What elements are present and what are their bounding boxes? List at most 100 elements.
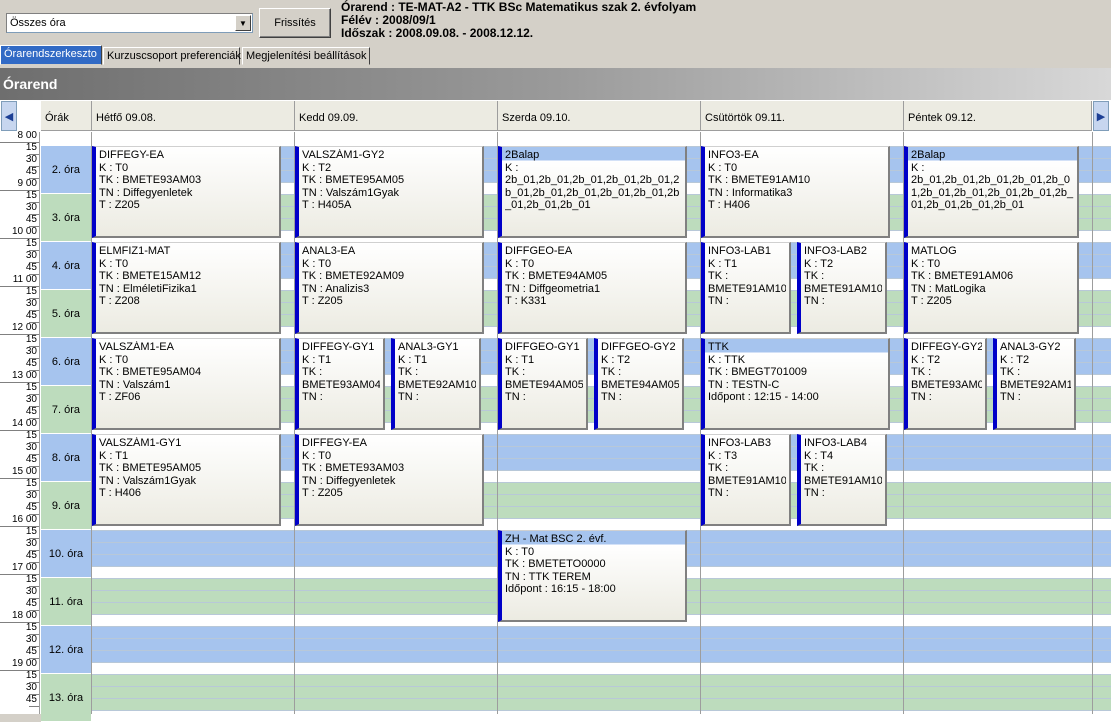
- time-tick-line: [29, 406, 39, 407]
- course-card[interactable]: INFO3-LAB4 K : T4 TK : BMETE91AM10 TN :: [797, 434, 887, 526]
- time-tick: 15: [25, 622, 37, 633]
- course-card[interactable]: DIFFEGY-EA K : T0 TK : BMETE93AM03 TN : Dif…: [92, 146, 281, 238]
- course-card[interactable]: ANAL3-EA K : T0 TK : BMETE92AM09 TN : Anali…: [295, 242, 484, 334]
- time-tick: 10 00: [11, 226, 37, 237]
- course-card[interactable]: MATLOG K : T0 TK : BMETE91AM06 TN : MatLogi…: [904, 242, 1079, 334]
- slot-divider: [91, 638, 1111, 639]
- course-card[interactable]: INFO3-EA K : T0 TK : BMETE91AM10 TN : Infor…: [701, 146, 890, 238]
- timetable-info: Órarend : TE-MAT-A2 - TTK BSc Matematiku…: [341, 1, 696, 40]
- tab-display-settings[interactable]: Megjelenítési beállítások: [242, 47, 370, 65]
- course-detail: T : Z208: [99, 295, 140, 307]
- course-code: DIFFGEO-EA: [505, 245, 573, 257]
- slot-divider: [91, 662, 1111, 663]
- course-detail: K : T2: [911, 353, 941, 366]
- course-detail: BMETE93AM04: [302, 378, 380, 391]
- course-card[interactable]: TTK K : TTK TK : BMEGT701009 TN : TESTN-C Id…: [701, 338, 890, 430]
- schedule-slot[interactable]: [91, 698, 1111, 710]
- course-card[interactable]: DIFFGEO-EA K : T0 TK : BMETE94AM05 TN : Dif…: [498, 242, 687, 334]
- course-card[interactable]: ANAL3-GY2 K : T2 TK : BMETE92AM10 TN :: [993, 338, 1076, 430]
- course-card[interactable]: DIFFGEO-GY2 K : T2 TK : BMETE94AM05 TN :: [594, 338, 684, 430]
- course-detail: K : T1: [398, 353, 428, 366]
- course-card[interactable]: ANAL3-GY1 K : T1 TK : BMETE92AM10 TN :: [391, 338, 481, 430]
- course-card[interactable]: 2Balap K :2b_01,2b_01,2b_01,2b_01,2b_01,2…: [498, 146, 687, 238]
- schedule-slot[interactable]: [91, 662, 1111, 674]
- course-detail: T : K331: [505, 295, 547, 307]
- course-detail: TN :: [911, 391, 932, 403]
- course-detail: TN : Valszám1Gyak: [302, 186, 399, 199]
- course-detail: 2b_01,2b_01,2b_01,2b_01,2b_01,2b_01,2b_0…: [911, 174, 1074, 211]
- course-detail: TN : ElméletiFizika1: [99, 282, 197, 295]
- chevron-down-icon[interactable]: ▼: [235, 15, 251, 31]
- time-tick: 19 00: [11, 658, 37, 669]
- time-tick: 45: [25, 550, 37, 561]
- course-detail: TK :: [505, 366, 526, 378]
- time-tick-line: [0, 286, 39, 287]
- filter-select[interactable]: Összes óra ▼: [6, 13, 253, 33]
- tab-timetable-editor[interactable]: Órarendszerkeszto: [0, 45, 102, 65]
- period-label: 5. óra: [41, 290, 91, 338]
- time-tick: 15: [25, 238, 37, 249]
- course-card[interactable]: DIFFEGY-GY1 K : T1 TK : BMETE93AM04 TN :: [295, 338, 385, 430]
- course-detail: K : T0: [99, 161, 129, 174]
- schedule-slot[interactable]: [91, 674, 1111, 686]
- course-detail: BMETE91AM10: [708, 282, 786, 295]
- course-detail: TN : MatLogika: [911, 282, 986, 295]
- course-detail: BMETE92AM10: [398, 378, 476, 391]
- course-card[interactable]: VALSZÁM1-GY1 K : T1 TK : BMETE95AM05 TN : V…: [92, 434, 281, 526]
- time-tick-line: [0, 430, 39, 431]
- schedule-slot[interactable]: [91, 638, 1111, 650]
- time-tick-line: [29, 442, 39, 443]
- course-card[interactable]: INFO3-LAB1 K : T1 TK : BMETE91AM10 TN :: [701, 242, 791, 334]
- time-tick: 13 00: [11, 370, 37, 381]
- schedule-slot[interactable]: [91, 686, 1111, 698]
- course-detail: K : T0: [505, 545, 535, 558]
- course-detail: TN :: [708, 487, 729, 499]
- course-code: INFO3-LAB4: [804, 437, 867, 449]
- course-card[interactable]: DIFFGEO-GY1 K : T1 TK : BMETE94AM05 TN :: [498, 338, 588, 430]
- refresh-button[interactable]: Frissítés: [259, 8, 331, 38]
- course-card[interactable]: VALSZÁM1-EA K : T0 TK : BMETE95AM04 TN : Va…: [92, 338, 281, 430]
- course-detail: T : H406: [708, 199, 750, 211]
- course-card[interactable]: 2Balap K :2b_01,2b_01,2b_01,2b_01,2b_01,2…: [904, 146, 1079, 238]
- course-card[interactable]: ELMFIZ1-MAT K : T0 TK : BMETE15AM12 TN : El…: [92, 242, 281, 334]
- course-detail: T : H406: [99, 487, 141, 499]
- time-tick: 9 00: [17, 178, 37, 189]
- time-tick-line: [0, 238, 39, 239]
- header-day-tuesday[interactable]: Kedd 09.09.: [295, 101, 498, 131]
- schedule-slot[interactable]: [91, 626, 1111, 638]
- course-detail: TK :: [804, 270, 825, 282]
- course-card[interactable]: INFO3-LAB2 K : T2 TK : BMETE91AM10 TN :: [797, 242, 887, 334]
- chevron-left-icon[interactable]: ◀: [1, 101, 17, 131]
- header-day-monday[interactable]: Hétfő 09.08.: [92, 101, 295, 131]
- period-label: 8. óra: [41, 434, 91, 482]
- schedule-slot[interactable]: [91, 650, 1111, 662]
- chevron-right-icon[interactable]: ▶: [1093, 101, 1109, 131]
- day-divider: [903, 132, 904, 714]
- time-tick-line: [29, 514, 39, 515]
- time-tick: 30: [25, 394, 37, 405]
- time-tick: 30: [25, 154, 37, 165]
- time-tick-line: [29, 454, 39, 455]
- time-tick: 18 00: [11, 610, 37, 621]
- time-tick-line: [29, 226, 39, 227]
- time-tick: 45: [25, 358, 37, 369]
- course-code: ANAL3-GY2: [1000, 341, 1061, 353]
- schedule-slot[interactable]: [91, 710, 1111, 722]
- schedule-slot[interactable]: [91, 132, 1111, 146]
- header-day-friday[interactable]: Péntek 09.12.: [904, 101, 1092, 131]
- tab-course-preferences[interactable]: Kurzuscsoport preferenciák: [103, 47, 241, 65]
- course-card[interactable]: DIFFEGY-GY2 K : T2 TK : BMETE93AM04 TN :: [904, 338, 987, 430]
- course-detail: TN : Analizis3: [302, 282, 370, 295]
- time-tick: 45: [25, 598, 37, 609]
- course-card[interactable]: VALSZÁM1-GY2 K : T2 TK : BMETE95AM05 TN : V…: [295, 146, 484, 238]
- time-tick-line: [29, 178, 39, 179]
- course-card[interactable]: DIFFEGY-EA K : T0 TK : BMETE93AM03 TN : Dif…: [295, 434, 484, 526]
- header-day-thursday[interactable]: Csütörtök 09.11.: [701, 101, 904, 131]
- time-tick-line: [0, 190, 39, 191]
- header-day-wednesday[interactable]: Szerda 09.10.: [498, 101, 701, 131]
- course-card[interactable]: ZH - Mat BSC 2. évf. K : T0 TK : BMETETO00…: [498, 530, 687, 622]
- day-divider: [700, 132, 701, 714]
- course-card[interactable]: INFO3-LAB3 K : T3 TK : BMETE91AM10 TN :: [701, 434, 791, 526]
- course-detail: TK : BMETE93AM03: [302, 462, 405, 474]
- course-detail: BMETE93AM04: [911, 378, 982, 391]
